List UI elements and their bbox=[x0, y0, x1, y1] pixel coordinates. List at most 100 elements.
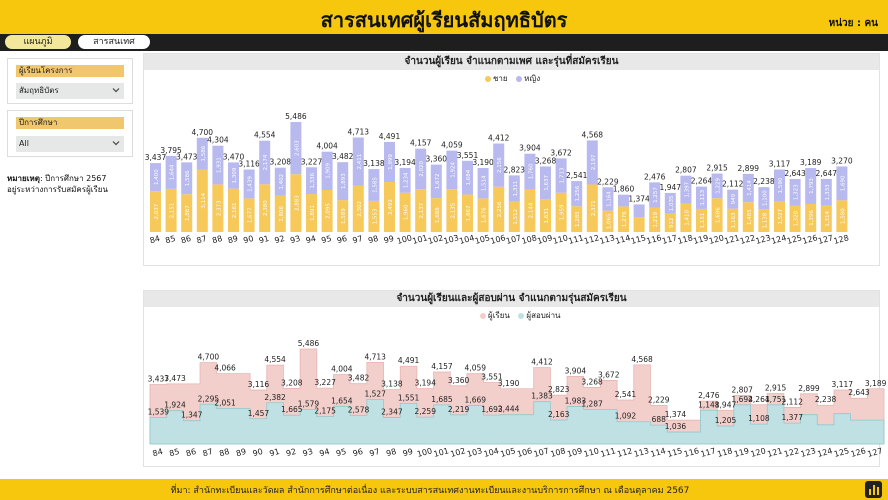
bar-female bbox=[384, 141, 395, 183]
bar-female bbox=[758, 187, 770, 210]
male-value-label: 1,219 bbox=[653, 211, 659, 227]
bar-male bbox=[602, 210, 614, 232]
x-tick-label: 118 bbox=[677, 233, 694, 246]
male-value-label: 2,492 bbox=[388, 199, 394, 215]
bar-female bbox=[446, 150, 458, 190]
x-tick-label: 111 bbox=[568, 233, 585, 246]
female-value-label: 1,309 bbox=[232, 167, 238, 183]
bar-male bbox=[321, 189, 333, 232]
year-filter: ปีการศึกษา All bbox=[7, 110, 133, 157]
chevron-down-icon bbox=[112, 141, 120, 146]
male-value-label: 1,631 bbox=[544, 208, 550, 224]
bar-male bbox=[680, 203, 692, 232]
total-label: 3,904 bbox=[519, 144, 541, 153]
passed-value-label: 1,377 bbox=[782, 413, 804, 422]
bar-female bbox=[524, 153, 536, 190]
learners-value-label: 3,208 bbox=[281, 378, 303, 387]
bar-female bbox=[352, 137, 364, 186]
total-label: 3,270 bbox=[831, 156, 853, 165]
bar-male bbox=[649, 207, 661, 232]
project-select[interactable]: สัมฤทธิบัตร bbox=[16, 83, 124, 99]
pass-chart-title: จำนวนผู้เรียนและผู้สอบผ่าน จำแนกตามรุ่นส… bbox=[144, 291, 879, 307]
bar-male bbox=[259, 184, 271, 232]
female-value-label: 1,333 bbox=[825, 184, 831, 200]
male-value-label: 2,095 bbox=[326, 203, 332, 219]
passed-value-label: 1,108 bbox=[748, 414, 770, 423]
total-label: 2,264 bbox=[691, 177, 713, 186]
x-tick-label: 110 bbox=[552, 233, 569, 246]
learners-value-label: 2,238 bbox=[815, 395, 837, 404]
bar-male bbox=[774, 201, 785, 232]
x-tick-label: 118 bbox=[716, 446, 733, 459]
female-value-label: 2,156 bbox=[497, 157, 503, 173]
passed-value-label: 1,527 bbox=[364, 389, 386, 398]
total-label: 2,647 bbox=[816, 169, 838, 178]
learners-value-label: 5,486 bbox=[298, 339, 320, 348]
total-label: 3,482 bbox=[332, 152, 354, 161]
passed-value-label: 688 bbox=[652, 415, 667, 424]
male-value-label: 2,256 bbox=[497, 201, 503, 217]
female-value-label: 1,257 bbox=[653, 187, 659, 203]
bar-male bbox=[742, 202, 754, 232]
x-tick-label: 127 bbox=[866, 446, 883, 459]
total-label: 4,700 bbox=[192, 128, 214, 137]
learners-value-label: 3,189 bbox=[865, 379, 887, 388]
x-tick-label: 123 bbox=[800, 446, 817, 459]
male-value-label: 2,371 bbox=[591, 200, 597, 216]
x-tick-label: 117 bbox=[700, 446, 717, 459]
learners-value-label: 1,374 bbox=[665, 410, 687, 419]
female-value-label: 1,690 bbox=[840, 175, 846, 191]
bar-female bbox=[649, 182, 661, 208]
x-tick-label: 94 bbox=[305, 234, 317, 245]
tab-info[interactable]: สารสนเทศ bbox=[78, 35, 150, 49]
total-label: 2,807 bbox=[675, 166, 697, 175]
learners-value-label: 3,672 bbox=[598, 370, 620, 379]
bar-female bbox=[259, 140, 271, 185]
total-label: 4,157 bbox=[410, 139, 432, 148]
bar-female bbox=[805, 168, 817, 205]
powerbi-icon[interactable] bbox=[865, 481, 882, 498]
learners-value-label: 2,823 bbox=[548, 385, 570, 394]
project-filter: ผู้เรียนโครงการ สัมฤทธิบัตร bbox=[7, 58, 133, 104]
bar-male bbox=[508, 201, 520, 232]
total-label: 3,470 bbox=[223, 152, 245, 161]
learners-value-label: 3,551 bbox=[481, 373, 503, 382]
learners-value-label: 2,643 bbox=[848, 388, 870, 397]
total-label: 5,486 bbox=[285, 112, 307, 121]
bar-male bbox=[820, 205, 832, 232]
female-value-label: 949 bbox=[731, 193, 737, 204]
x-tick-label: 105 bbox=[474, 233, 491, 246]
passed-value-label: 2,051 bbox=[214, 398, 236, 407]
total-label: 3,360 bbox=[426, 155, 448, 164]
bar-female bbox=[243, 169, 255, 199]
learners-value-label: 2,899 bbox=[798, 384, 820, 393]
passed-value-label: 1,654 bbox=[331, 396, 353, 405]
bar-female bbox=[337, 162, 349, 201]
male-value-label: 1,553 bbox=[372, 208, 378, 224]
x-tick-label: 94 bbox=[318, 447, 330, 458]
x-tick-label: 112 bbox=[583, 233, 600, 246]
total-label: 1,947 bbox=[660, 183, 682, 192]
passed-value-label: 1,751 bbox=[765, 395, 787, 404]
passed-value-label: 1,036 bbox=[665, 422, 687, 431]
x-tick-label: 112 bbox=[616, 446, 633, 459]
year-select[interactable]: All bbox=[16, 136, 124, 152]
bar-male bbox=[352, 185, 364, 232]
note-line2: อยู่ระหว่างการรับสมัครผู้เรียน bbox=[7, 185, 108, 194]
female-value-label: 1,256 bbox=[575, 185, 581, 201]
bar-male bbox=[196, 169, 208, 232]
bar-female bbox=[399, 167, 411, 193]
legend-learners-swatch bbox=[480, 312, 486, 319]
bar-male bbox=[664, 213, 676, 232]
male-value-label: 1,589 bbox=[341, 208, 347, 224]
total-label: 1,860 bbox=[613, 185, 635, 194]
male-value-label: 2,037 bbox=[154, 203, 160, 219]
learners-value-label: 4,059 bbox=[465, 364, 487, 373]
x-tick-label: 89 bbox=[227, 234, 239, 245]
male-value-label: 2,373 bbox=[216, 200, 222, 216]
learners-value-label: 4,004 bbox=[331, 365, 353, 374]
bar-female bbox=[602, 187, 614, 211]
tab-chart[interactable]: แผนภูมิ bbox=[5, 35, 71, 49]
passed-area bbox=[149, 398, 885, 445]
x-tick-label: 109 bbox=[566, 446, 583, 459]
